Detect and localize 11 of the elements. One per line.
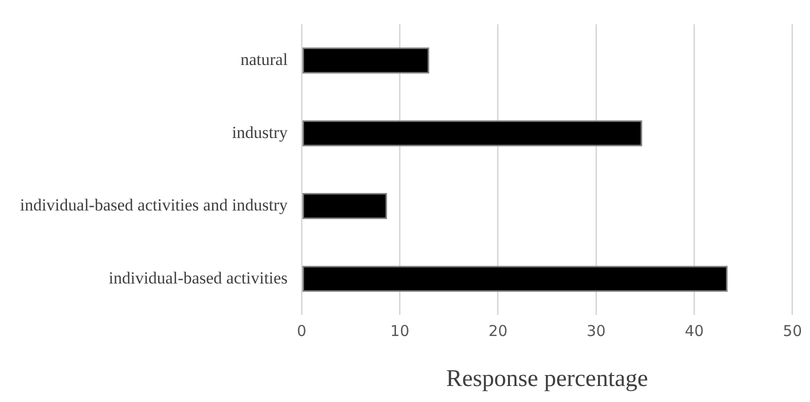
x-axis-title: Response percentage	[446, 366, 648, 392]
x-tick-label: 30	[586, 322, 606, 340]
x-tick-label: 20	[488, 322, 508, 340]
x-tick-label: 50	[782, 322, 802, 340]
y-tick-label: natural	[240, 50, 288, 70]
y-tick-label: individual-based activities and industry	[20, 196, 288, 215]
x-tick-label: 0	[296, 322, 306, 340]
x-tick-label: 40	[684, 322, 704, 340]
x-tick-label: 10	[390, 322, 410, 340]
y-tick-label: industry	[232, 122, 288, 142]
y-tick-label: individual-based activities	[108, 268, 288, 288]
